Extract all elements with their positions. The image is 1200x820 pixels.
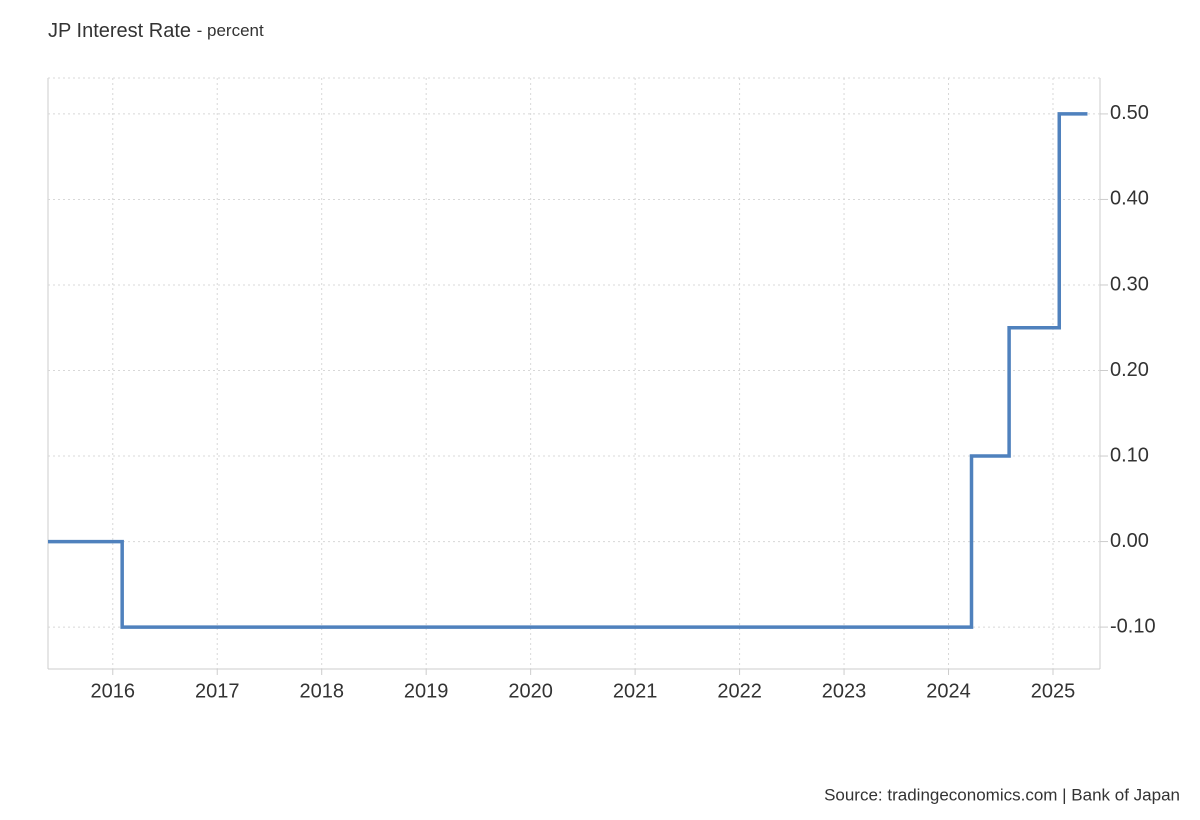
line-series	[48, 112, 1088, 629]
chart-subtitle: - percent	[197, 21, 264, 40]
source-note: Source: tradingeconomics.com | Bank of J…	[824, 785, 1180, 804]
x-tick-label: 2021	[613, 680, 658, 702]
y-tick-label: 0.10	[1110, 444, 1149, 466]
y-tick-label: 0.50	[1110, 102, 1149, 124]
x-tick-label: 2020	[508, 680, 553, 702]
x-tick-label: 2016	[91, 680, 136, 702]
x-tick-label: 2017	[195, 680, 240, 702]
y-tick-label: 0.40	[1110, 188, 1149, 210]
y-tick-label: -0.10	[1110, 615, 1156, 637]
chart-title-group: JP Interest Rate - percent	[48, 20, 264, 42]
x-tick-label: 2018	[299, 680, 344, 702]
x-tick-label: 2022	[717, 680, 762, 702]
y-tick-label: 0.30	[1110, 273, 1149, 295]
x-tick-label: 2024	[926, 680, 971, 702]
x-tick-label: 2019	[404, 680, 449, 702]
y-tick-label: 0.00	[1110, 530, 1149, 552]
x-tick-label: 2025	[1031, 680, 1076, 702]
y-tick-label: 0.20	[1110, 359, 1149, 381]
x-tick-label: 2023	[822, 680, 867, 702]
chart-title: JP Interest Rate	[48, 20, 191, 42]
